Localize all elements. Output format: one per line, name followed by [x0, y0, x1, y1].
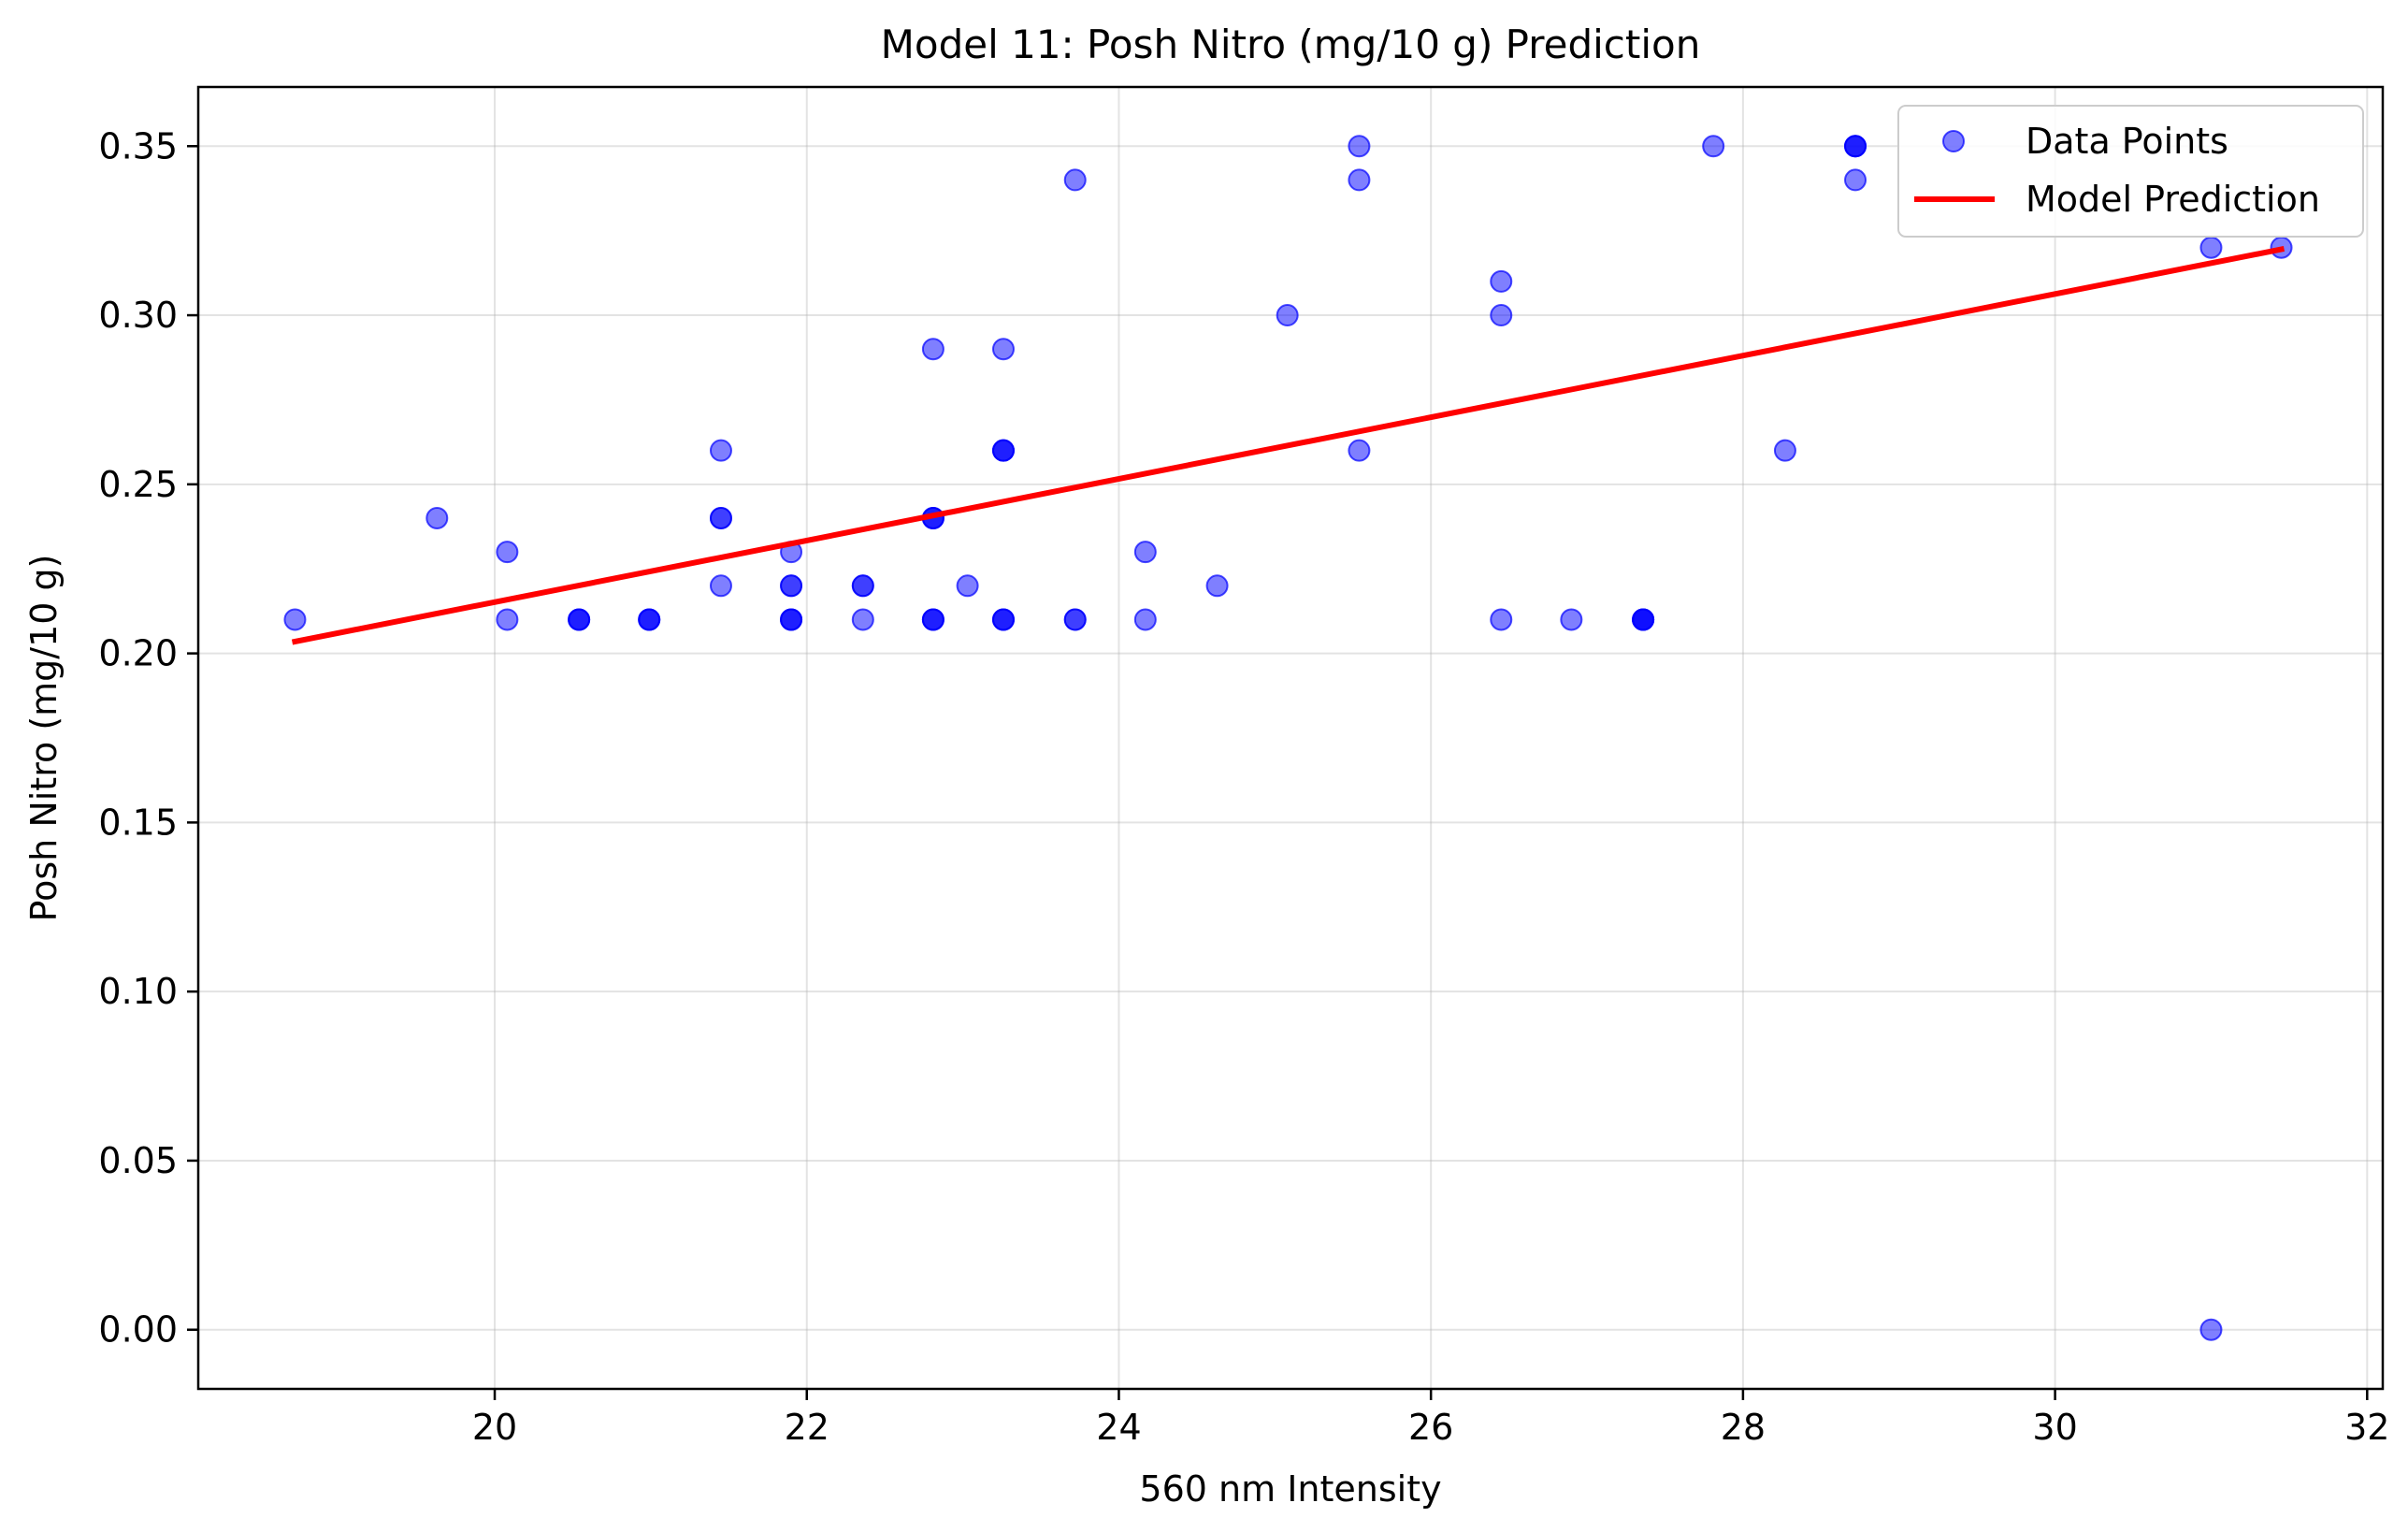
legend-label-data-points: Data Points [2026, 121, 2228, 162]
y-tick-label: 0.20 [98, 633, 178, 674]
data-point [921, 608, 944, 631]
data-point [2199, 236, 2223, 259]
x-tick-label: 26 [1408, 1407, 1453, 1448]
x-tick-label: 28 [1721, 1407, 1766, 1448]
x-axis-ticks: 20 22 24 26 28 30 32 [472, 1389, 2389, 1448]
data-point [709, 574, 732, 598]
y-tick-label: 0.35 [98, 125, 178, 166]
legend-box [1897, 105, 2364, 238]
data-point [496, 541, 519, 564]
data-point [1276, 304, 1299, 327]
data-point [1632, 608, 1655, 631]
data-point [1844, 135, 1867, 158]
y-tick-label: 0.25 [98, 464, 178, 505]
y-axis-ticks: 0.00 0.05 0.10 0.15 0.20 0.25 0.30 0.35 [98, 125, 198, 1351]
x-tick-label: 30 [2032, 1407, 2077, 1448]
y-tick-label: 0.10 [98, 971, 178, 1012]
x-axis-label: 560 nm Intensity [1139, 1468, 1441, 1510]
data-point [1348, 135, 1371, 158]
y-tick-label: 0.30 [98, 295, 178, 336]
data-point [1560, 608, 1583, 631]
data-point [1490, 304, 1513, 327]
x-tick-label: 32 [2344, 1407, 2389, 1448]
data-point [851, 608, 874, 631]
data-point [1133, 608, 1157, 631]
y-tick-label: 0.05 [98, 1140, 178, 1181]
data-point [1490, 608, 1513, 631]
x-tick-label: 22 [785, 1407, 829, 1448]
chart-title: Model 11: Posh Nitro (mg/10 g) Predictio… [881, 22, 1701, 67]
legend: Data Points Model Prediction [1897, 105, 2364, 238]
x-tick-label: 20 [472, 1407, 517, 1448]
data-point [991, 608, 1015, 631]
data-point [1133, 541, 1157, 564]
data-point [1348, 439, 1371, 462]
y-tick-label: 0.15 [98, 802, 178, 843]
data-point [780, 608, 803, 631]
y-axis-label: Posh Nitro (mg/10 g) [23, 555, 65, 922]
data-point [1490, 269, 1513, 293]
x-tick-label: 24 [1096, 1407, 1141, 1448]
legend-marker-data-points [1942, 130, 1965, 152]
plot-series [283, 135, 2293, 1341]
legend-label-model-prediction: Model Prediction [2026, 179, 2320, 220]
plot-frame [196, 85, 2385, 1391]
data-point [709, 506, 732, 529]
data-point [991, 338, 1015, 361]
data-point [780, 574, 803, 598]
data-point [1773, 439, 1796, 462]
data-point [991, 439, 1015, 462]
data-point [568, 608, 591, 631]
data-point [1063, 608, 1087, 631]
data-point [1063, 168, 1087, 192]
data-point [425, 506, 449, 529]
model-prediction-line [291, 246, 2285, 645]
data-point [1844, 168, 1867, 192]
data-point [851, 574, 874, 598]
data-point [496, 608, 519, 631]
data-point [921, 338, 944, 361]
data-point [1702, 135, 1725, 158]
data-point [1205, 574, 1229, 598]
data-point [2199, 1318, 2223, 1341]
data-point [956, 574, 979, 598]
y-tick-label: 0.00 [98, 1309, 178, 1351]
data-point [1348, 168, 1371, 192]
data-point [283, 608, 307, 631]
data-point [709, 439, 732, 462]
data-point [638, 608, 661, 631]
